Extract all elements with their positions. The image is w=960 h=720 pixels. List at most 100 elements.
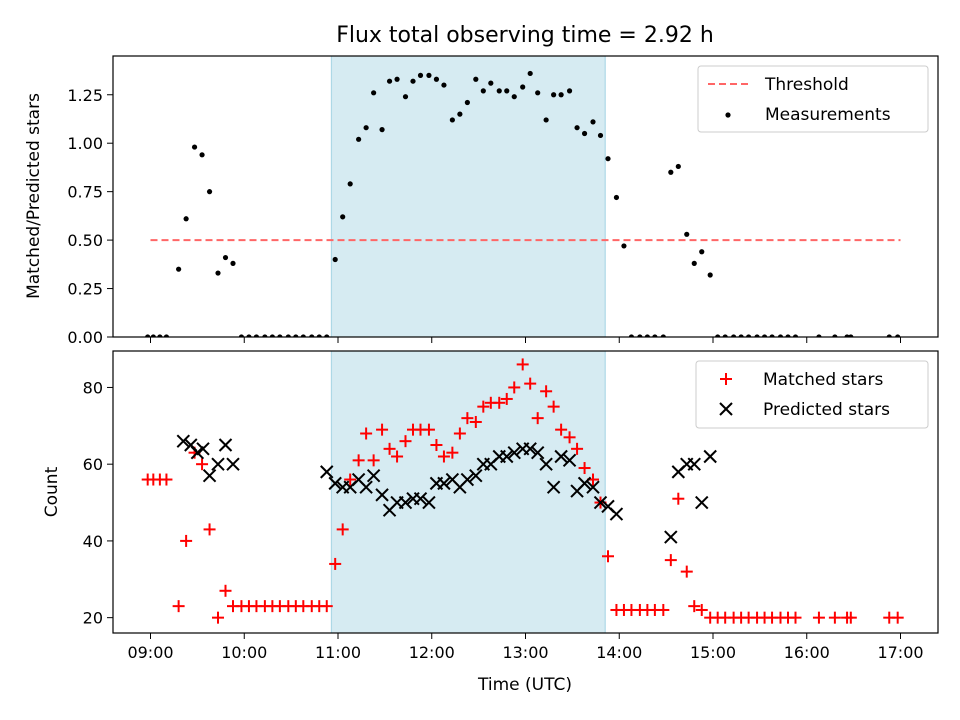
matched-star-point (446, 446, 459, 459)
measurement-point (183, 216, 189, 222)
matched-star-point (500, 392, 513, 405)
x-tick-label: 12:00 (409, 643, 455, 662)
count-points (141, 358, 904, 624)
predicted-star-point (190, 445, 205, 460)
measurement-point (157, 334, 163, 337)
measurement-point (433, 76, 440, 82)
measurement-point (644, 334, 650, 337)
matched-star-point (524, 377, 537, 390)
measurement-point (253, 334, 260, 337)
measurement-point (754, 334, 760, 337)
matched-star-point (695, 603, 708, 616)
measurement-point (816, 334, 822, 337)
predicted-star-point (609, 507, 624, 521)
matched-star-point (540, 385, 553, 398)
predicted-star-point (422, 495, 436, 510)
matched-star-point (602, 550, 614, 563)
measurement-points (145, 70, 901, 337)
matched-star-point (891, 611, 904, 624)
predicted-star-point (226, 457, 240, 471)
measurement-point (300, 334, 306, 337)
matched-star-point (578, 462, 591, 475)
top-y-tick-label: 0.25 (67, 280, 103, 299)
measurement-point (379, 127, 385, 133)
bottom-axes: 20 40 60 80 09:00 10:00 11:00 12:00 13:00 14:00 15… (83, 350, 939, 662)
measurement-point (581, 130, 588, 137)
measurement-point (457, 111, 463, 117)
measurement-point (597, 132, 604, 139)
x-tick-label: 13:00 (502, 643, 548, 662)
measurement-point (269, 334, 275, 337)
top-y-tick-label: 0.75 (67, 183, 103, 202)
matched-star-point (391, 450, 404, 463)
predicted-star-point (507, 445, 521, 460)
predicted-star-point (593, 495, 608, 510)
predicted-star-point (359, 480, 373, 494)
predicted-star-point (500, 449, 514, 464)
matched-star-point (219, 584, 232, 597)
measurement-point (566, 88, 573, 94)
measurement-point (150, 334, 156, 337)
top-y-tick-label: 0.50 (67, 231, 103, 250)
predicted-star-point (523, 442, 537, 456)
predicted-star-point (398, 495, 413, 510)
measurement-point (402, 94, 409, 100)
predicted-star-point (218, 438, 233, 452)
predicted-star-point (586, 480, 600, 494)
predicted-star-point (664, 530, 678, 544)
bottom-observing-band (330, 351, 606, 633)
x-tick-label: 14:00 (596, 643, 642, 662)
measurement-point (480, 88, 486, 94)
measurement-point (691, 260, 697, 266)
measurement-point (543, 117, 549, 123)
top-legend: Threshold Measurements (697, 65, 929, 133)
measurement-point (340, 214, 346, 220)
predicted-star-point (413, 492, 428, 506)
matched-star-point (664, 554, 677, 567)
measurement-point (848, 334, 854, 337)
measurement-point (417, 72, 424, 78)
measurement-point (262, 334, 268, 337)
measurement-point (145, 334, 151, 337)
measurement-point (769, 334, 775, 337)
matched-star-point (657, 603, 670, 616)
x-tick-label: 16:00 (784, 643, 830, 662)
top-y-tick-label: 1.25 (67, 86, 103, 105)
predicted-star-point (546, 480, 561, 494)
matched-star-point (672, 492, 685, 505)
measurement-point (488, 80, 494, 86)
predicted-star-point (176, 434, 191, 448)
measurement-point (527, 70, 533, 77)
matched-star-point (160, 473, 173, 486)
measurement-point (707, 272, 713, 278)
matched-star-point (203, 523, 216, 536)
matched-star-point (828, 611, 841, 624)
matched-star-point (360, 427, 373, 440)
legend-matched-marker (720, 373, 732, 385)
matched-star-point (477, 400, 490, 413)
legend-measurement-marker (725, 112, 731, 118)
measurement-point (347, 181, 353, 187)
measurement-point (285, 334, 291, 337)
measurement-point (504, 88, 510, 94)
predicted-star-point (539, 457, 553, 471)
measurement-point (238, 334, 245, 337)
bottom-y-axis-label: Count (42, 466, 62, 517)
measurement-point (176, 266, 182, 272)
x-tick-label: 10:00 (221, 643, 267, 662)
legend-predicted-label: Predicted stars (763, 400, 890, 420)
predicted-star-point (554, 449, 568, 464)
matched-star-point (367, 454, 380, 467)
measurement-point (496, 88, 502, 94)
measurement-point (558, 92, 564, 98)
predicted-star-point (460, 472, 475, 487)
predicted-star-point (196, 442, 210, 456)
matched-star-point (461, 412, 474, 425)
legend-threshold-label: Threshold (764, 75, 849, 95)
bottom-band-fill (331, 351, 606, 633)
measurement-point (199, 152, 205, 158)
measurement-point (215, 270, 221, 276)
matched-star-point (212, 611, 224, 624)
predicted-star-point (375, 488, 389, 502)
matched-star-point (469, 415, 482, 428)
